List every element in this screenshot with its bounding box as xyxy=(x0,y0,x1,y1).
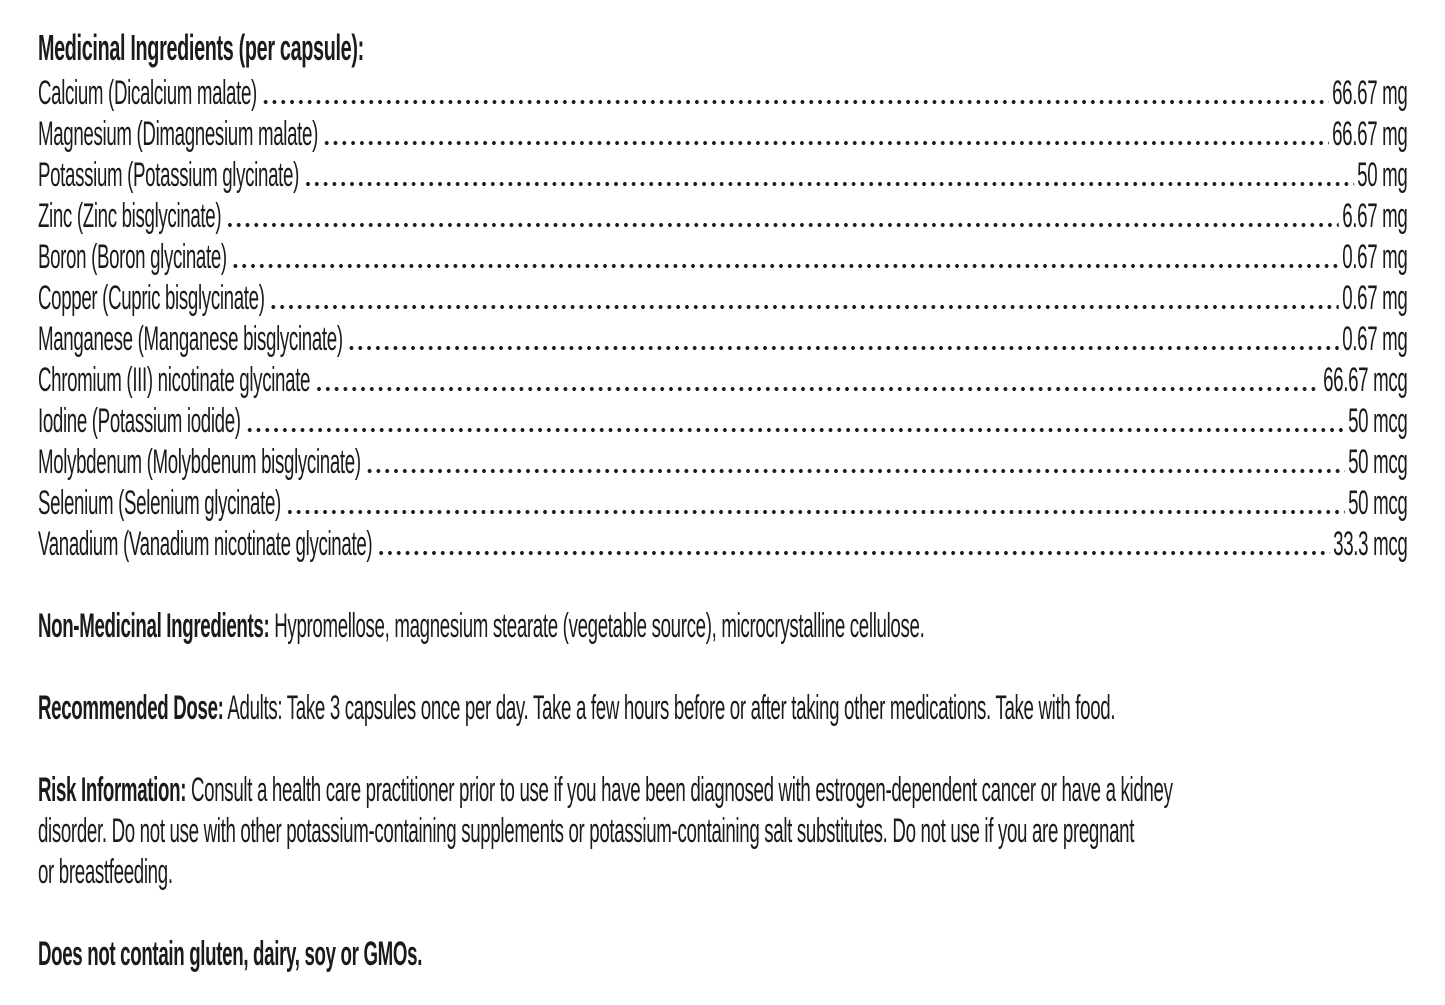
risk-information-text: Consult a health care practitioner prior… xyxy=(37,771,1173,891)
dotted-leader xyxy=(225,222,1339,228)
ingredient-row: Molybdenum (Molybdenum bisglycinate) 50 … xyxy=(38,442,1408,483)
ingredient-amount: 66.67 mg xyxy=(1332,74,1408,112)
ingredient-row: Selenium (Selenium glycinate) 50 mcg xyxy=(38,483,1408,524)
ingredient-row: Copper (Cupric bisglycinate) 0.67 mg xyxy=(38,278,1408,319)
dotted-leader xyxy=(365,468,1345,474)
ingredient-amount: 33.3 mcg xyxy=(1333,525,1408,563)
recommended-dose-text: Adults: Take 3 capsules once per day. Ta… xyxy=(227,689,1116,727)
non-medicinal-label: Non-Medicinal Ingredients: xyxy=(37,607,270,645)
ingredient-amount: 0.67 mg xyxy=(1342,320,1408,358)
ingredient-name: Selenium (Selenium glycinate) xyxy=(37,484,281,522)
dotted-leader xyxy=(314,386,1320,392)
ingredient-amount: 6.67 mg xyxy=(1342,197,1408,235)
ingredient-name: Iodine (Potassium iodide) xyxy=(37,402,241,440)
dotted-leader xyxy=(376,550,1330,556)
ingredient-amount: 66.67 mcg xyxy=(1323,361,1408,399)
ingredient-name: Calcium (Dicalcium malate) xyxy=(37,74,257,112)
ingredient-name: Zinc (Zinc bisglycinate) xyxy=(37,197,222,235)
dotted-leader xyxy=(322,140,1329,146)
ingredient-name: Chromium (III) nicotinate glycinate xyxy=(37,361,311,399)
ingredient-row: Chromium (III) nicotinate glycinate 66.6… xyxy=(38,360,1408,401)
non-medicinal-text: Hypromellose, magnesium stearate (vegeta… xyxy=(274,607,925,645)
ingredient-name: Manganese (Manganese bisglycinate) xyxy=(37,320,343,358)
ingredient-list: Calcium (Dicalcium malate) 66.67 mg Magn… xyxy=(38,73,1408,565)
recommended-dose-label: Recommended Dose: xyxy=(37,689,224,727)
ingredient-amount: 50 mcg xyxy=(1348,443,1408,481)
dotted-leader xyxy=(347,345,1339,351)
ingredient-name: Potassium (Potassium glycinate) xyxy=(37,156,299,194)
ingredient-row: Iodine (Potassium iodide) 50 mcg xyxy=(38,401,1408,442)
dotted-leader xyxy=(261,99,1329,105)
ingredient-row: Boron (Boron glycinate) 0.67 mg xyxy=(38,237,1408,278)
non-medicinal-section: Non-Medicinal Ingredients: Hypromellose,… xyxy=(38,606,1408,647)
ingredient-row: Manganese (Manganese bisglycinate) 0.67 … xyxy=(38,319,1408,360)
ingredient-amount: 0.67 mg xyxy=(1342,238,1408,276)
ingredient-row: Vanadium (Vanadium nicotinate glycinate)… xyxy=(38,524,1408,565)
ingredient-amount: 50 mcg xyxy=(1348,484,1408,522)
dotted-leader xyxy=(285,509,1345,515)
ingredient-row: Zinc (Zinc bisglycinate) 6.67 mg xyxy=(38,196,1408,237)
ingredient-name: Copper (Cupric bisglycinate) xyxy=(37,279,265,317)
ingredient-amount: 0.67 mg xyxy=(1342,279,1408,317)
medicinal-ingredients-heading: Medicinal Ingredients (per capsule): xyxy=(37,27,364,68)
dotted-leader xyxy=(303,181,1354,187)
recommended-dose-section: Recommended Dose: Adults: Take 3 capsule… xyxy=(38,688,1408,729)
ingredient-row: Calcium (Dicalcium malate) 66.67 mg xyxy=(38,73,1408,114)
risk-information-label: Risk Information: xyxy=(37,771,187,809)
ingredient-name: Magnesium (Dimagnesium malate) xyxy=(37,115,319,153)
dotted-leader xyxy=(245,427,1345,433)
ingredient-amount: 50 mg xyxy=(1357,156,1408,194)
ingredient-amount: 66.67 mg xyxy=(1332,115,1408,153)
risk-information-section: Risk Information: Consult a health care … xyxy=(38,770,1408,893)
ingredient-row: Potassium (Potassium glycinate) 50 mg xyxy=(38,155,1408,196)
ingredient-amount: 50 mcg xyxy=(1348,402,1408,440)
ingredient-name: Vanadium (Vanadium nicotinate glycinate) xyxy=(37,525,373,563)
ingredient-name: Boron (Boron glycinate) xyxy=(37,238,227,276)
ingredient-name: Molybdenum (Molybdenum bisglycinate) xyxy=(37,443,361,481)
allergen-statement: Does not contain gluten, dairy, soy or G… xyxy=(37,935,423,973)
dotted-leader xyxy=(231,263,1339,269)
dotted-leader xyxy=(269,304,1339,310)
ingredient-row: Magnesium (Dimagnesium malate) 66.67 mg xyxy=(38,114,1408,155)
